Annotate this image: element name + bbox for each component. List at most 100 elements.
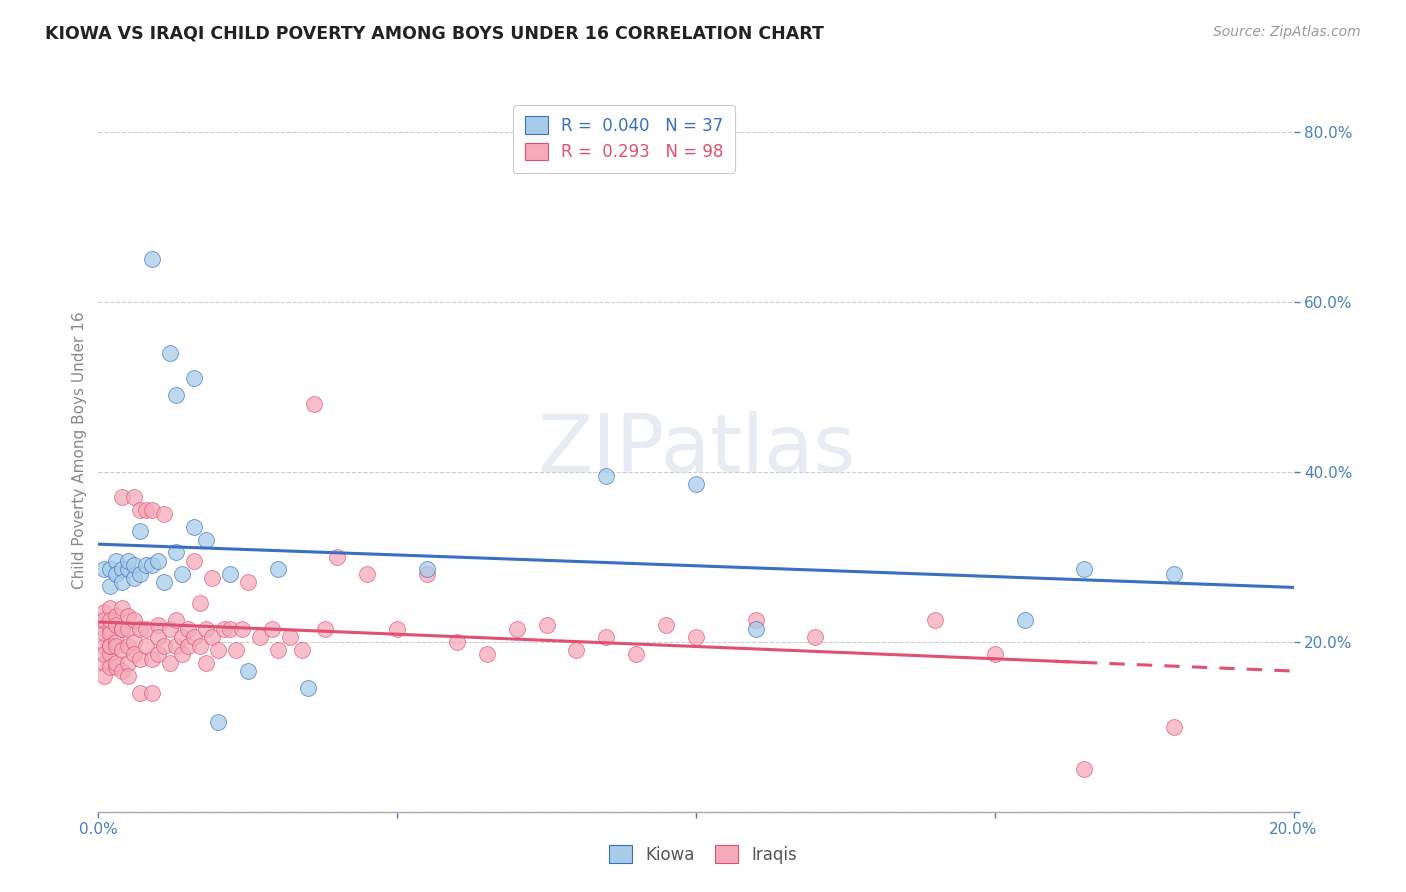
Point bbox=[117, 639, 139, 653]
Point bbox=[148, 554, 170, 568]
Point bbox=[1163, 720, 1185, 734]
Point bbox=[117, 656, 139, 670]
Point bbox=[141, 686, 163, 700]
Point bbox=[159, 656, 181, 670]
Point bbox=[93, 669, 115, 683]
Point bbox=[159, 345, 181, 359]
Point bbox=[105, 639, 128, 653]
Point bbox=[141, 651, 163, 665]
Point bbox=[135, 639, 157, 653]
Point bbox=[98, 660, 122, 674]
Point bbox=[141, 252, 163, 267]
Point bbox=[236, 575, 259, 590]
Point bbox=[117, 609, 139, 624]
Point bbox=[267, 643, 290, 657]
Point bbox=[93, 562, 115, 576]
Point bbox=[111, 622, 134, 636]
Point bbox=[98, 562, 122, 576]
Point bbox=[1073, 762, 1095, 776]
Point bbox=[105, 634, 128, 648]
Point bbox=[93, 614, 115, 628]
Point bbox=[1014, 614, 1036, 628]
Point bbox=[236, 665, 259, 679]
Point bbox=[117, 669, 139, 683]
Point bbox=[302, 397, 325, 411]
Text: KIOWA VS IRAQI CHILD POVERTY AMONG BOYS UNDER 16 CORRELATION CHART: KIOWA VS IRAQI CHILD POVERTY AMONG BOYS … bbox=[45, 25, 824, 43]
Point bbox=[93, 639, 115, 653]
Point bbox=[111, 665, 134, 679]
Point bbox=[98, 614, 122, 628]
Point bbox=[804, 631, 827, 645]
Point bbox=[124, 571, 146, 585]
Point bbox=[129, 622, 152, 636]
Point bbox=[153, 575, 176, 590]
Point bbox=[111, 622, 134, 636]
Point bbox=[626, 648, 648, 662]
Point bbox=[177, 639, 200, 653]
Point bbox=[165, 388, 187, 402]
Point bbox=[129, 524, 152, 539]
Point bbox=[278, 631, 301, 645]
Point bbox=[93, 648, 115, 662]
Point bbox=[98, 639, 122, 653]
Point bbox=[595, 631, 617, 645]
Point bbox=[117, 622, 139, 636]
Point bbox=[93, 622, 115, 636]
Point bbox=[249, 631, 271, 645]
Point bbox=[188, 639, 211, 653]
Point bbox=[124, 558, 146, 573]
Point bbox=[984, 648, 1007, 662]
Point bbox=[148, 648, 170, 662]
Point bbox=[416, 562, 439, 576]
Legend: Kiowa, Iraqis: Kiowa, Iraqis bbox=[602, 838, 804, 871]
Point bbox=[153, 507, 176, 521]
Point bbox=[135, 503, 157, 517]
Point bbox=[172, 648, 194, 662]
Point bbox=[1163, 566, 1185, 581]
Point bbox=[297, 681, 319, 696]
Point bbox=[356, 566, 378, 581]
Point bbox=[93, 656, 115, 670]
Point bbox=[231, 622, 253, 636]
Point bbox=[98, 626, 122, 640]
Point bbox=[446, 634, 468, 648]
Point bbox=[98, 579, 122, 593]
Point bbox=[165, 545, 187, 559]
Point bbox=[195, 533, 218, 547]
Point bbox=[165, 639, 187, 653]
Point bbox=[129, 566, 152, 581]
Point bbox=[260, 622, 283, 636]
Point bbox=[98, 600, 122, 615]
Point bbox=[98, 622, 122, 636]
Point bbox=[219, 622, 242, 636]
Point bbox=[111, 600, 134, 615]
Point bbox=[188, 597, 211, 611]
Point bbox=[1073, 562, 1095, 576]
Point bbox=[172, 566, 194, 581]
Point bbox=[111, 562, 134, 576]
Point bbox=[745, 622, 768, 636]
Point bbox=[98, 639, 122, 653]
Point bbox=[201, 571, 224, 585]
Point bbox=[117, 554, 139, 568]
Point bbox=[153, 639, 176, 653]
Point bbox=[105, 609, 128, 624]
Point bbox=[124, 648, 146, 662]
Point bbox=[745, 614, 768, 628]
Point bbox=[129, 503, 152, 517]
Point bbox=[183, 631, 205, 645]
Point bbox=[195, 656, 218, 670]
Point bbox=[141, 558, 163, 573]
Point bbox=[565, 643, 588, 657]
Point bbox=[655, 617, 678, 632]
Point bbox=[924, 614, 946, 628]
Point bbox=[105, 660, 128, 674]
Point bbox=[135, 558, 157, 573]
Point bbox=[172, 631, 194, 645]
Point bbox=[183, 371, 205, 385]
Point bbox=[111, 490, 134, 504]
Point bbox=[105, 617, 128, 632]
Point bbox=[207, 715, 229, 730]
Point bbox=[159, 622, 181, 636]
Point bbox=[117, 562, 139, 576]
